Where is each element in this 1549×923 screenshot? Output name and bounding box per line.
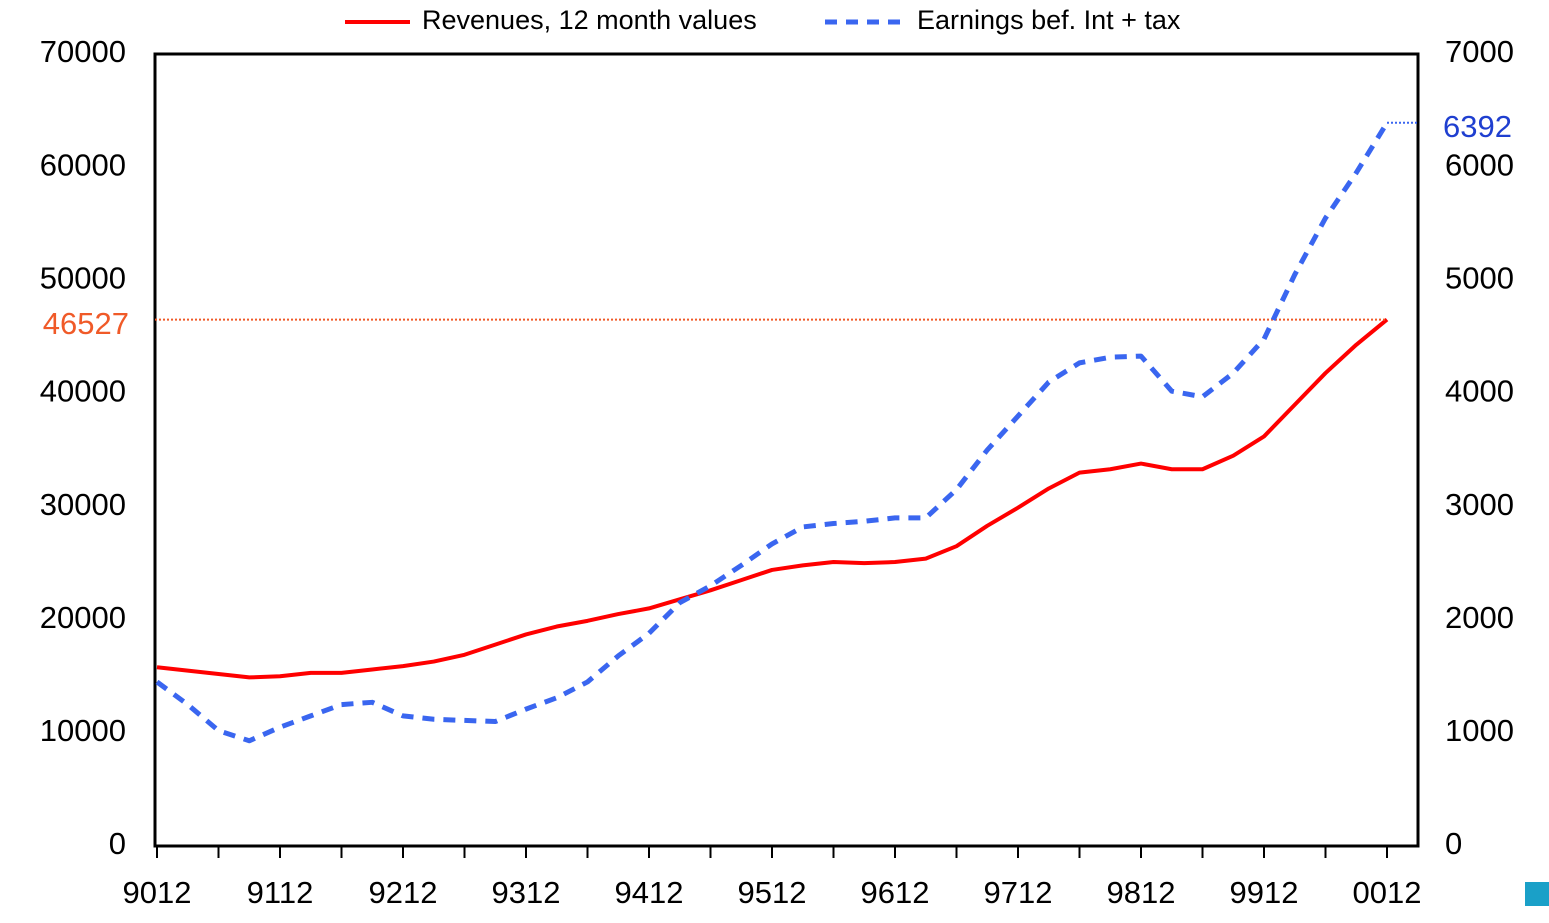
y-tick-label: 50000 xyxy=(40,260,126,295)
x-tick-label: 9212 xyxy=(369,875,438,910)
y-tick-label: 40000 xyxy=(40,374,126,409)
series-line xyxy=(155,121,1390,744)
x-tick-label: 9412 xyxy=(615,875,684,910)
plot-frame xyxy=(153,52,1420,848)
y-tick-label: 70000 xyxy=(40,34,126,69)
x-tick-label: 9712 xyxy=(984,875,1053,910)
legend-label: Earnings bef. Int + tax xyxy=(917,5,1181,35)
y-tick-label: 30000 xyxy=(40,487,126,522)
y2-tick-label: 0 xyxy=(1445,826,1462,861)
last-value-label: 46527 xyxy=(43,306,129,341)
legend-label: Revenues, 12 month values xyxy=(422,5,757,35)
y-tick-label: 0 xyxy=(109,826,126,861)
y2-tick-label: 6000 xyxy=(1445,147,1514,182)
last-value-label: 6392 xyxy=(1443,109,1512,144)
x-tick-label: 9912 xyxy=(1230,875,1299,910)
y2-tick-label: 7000 xyxy=(1445,34,1514,69)
y2-tick-label: 5000 xyxy=(1445,260,1514,295)
y-tick-label: 60000 xyxy=(40,147,126,182)
x-tick-label: 0012 xyxy=(1353,875,1422,910)
x-tick-label: 9112 xyxy=(247,875,314,910)
y2-tick-label: 1000 xyxy=(1445,713,1514,748)
x-tick-label: 9312 xyxy=(492,875,561,910)
y2-tick-label: 2000 xyxy=(1445,600,1514,635)
y2-tick-label: 4000 xyxy=(1445,374,1514,409)
y-tick-label: 20000 xyxy=(40,600,126,635)
corner-mark xyxy=(1525,882,1549,906)
x-tick-label: 9012 xyxy=(123,875,192,910)
series-line xyxy=(156,318,1389,680)
x-tick-label: 9512 xyxy=(738,875,807,910)
y2-tick-label: 3000 xyxy=(1445,487,1514,522)
x-tick-label: 9612 xyxy=(861,875,930,910)
y-tick-label: 10000 xyxy=(40,713,126,748)
x-tick-label: 9812 xyxy=(1107,875,1176,910)
